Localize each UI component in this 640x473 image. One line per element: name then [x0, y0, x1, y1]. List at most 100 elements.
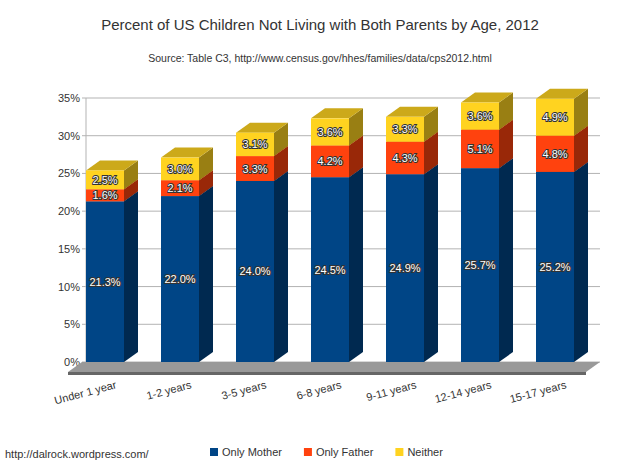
data-label: 25.2%: [539, 261, 570, 273]
category-label: 12-14 years: [433, 378, 493, 405]
bar-front: [86, 170, 124, 189]
chart: Percent of US Children Not Living with B…: [0, 0, 640, 473]
bar-front: [461, 168, 499, 362]
bar: [311, 108, 363, 145]
bar-front: [86, 201, 124, 362]
grid-line: [86, 98, 600, 99]
bar-top: [311, 108, 363, 118]
tick-mark: [82, 173, 86, 174]
data-label: 4.9%: [542, 111, 567, 123]
tick-mark: [82, 211, 86, 212]
data-label: 3.3%: [392, 123, 417, 135]
bar: [536, 162, 588, 362]
data-label: 3.0%: [167, 163, 192, 175]
tick-label: 5%: [64, 318, 80, 330]
data-label: 4.2%: [317, 155, 342, 167]
data-label: 24.0%: [239, 265, 270, 277]
tick-mark: [82, 248, 86, 249]
tick-label: 15%: [58, 243, 80, 255]
category-label: 6-8 years: [295, 378, 343, 402]
data-label: 24.9%: [389, 262, 420, 274]
bar-front: [161, 180, 199, 196]
bar: [86, 160, 138, 189]
bar-front: [311, 177, 349, 362]
data-label: 4.8%: [542, 148, 567, 160]
bar-top: [386, 107, 438, 117]
tick-mark: [82, 286, 86, 287]
bar-front: [86, 189, 124, 201]
bar-top: [86, 160, 138, 170]
bar-side: [199, 186, 213, 362]
bar: [161, 148, 213, 181]
bar-front: [461, 103, 499, 130]
data-label: 24.5%: [314, 264, 345, 276]
floor-edge: [68, 372, 586, 375]
legend-label: Neither: [407, 446, 443, 458]
data-label: 2.5%: [92, 174, 117, 186]
bar-top: [161, 148, 213, 158]
bar-front: [386, 142, 424, 174]
data-label: 2.1%: [167, 182, 192, 194]
bar: [311, 167, 363, 362]
bar-front: [536, 172, 574, 362]
bar-front: [236, 133, 274, 156]
data-label: 3.6%: [317, 126, 342, 138]
bar-side: [499, 158, 513, 362]
bar: [236, 171, 288, 362]
bars: [86, 89, 588, 362]
tick-mark: [82, 98, 86, 99]
bar: [86, 191, 138, 362]
data-label: 3.3%: [242, 163, 267, 175]
bar-front: [386, 117, 424, 142]
title: Percent of US Children Not Living with B…: [101, 16, 539, 33]
data-label: 1.6%: [92, 189, 117, 201]
data-label: 4.3%: [392, 152, 417, 164]
tick-label: 25%: [58, 167, 80, 179]
data-label: 5.1%: [467, 143, 492, 155]
bar: [461, 93, 513, 130]
data-label: 21.3%: [89, 276, 120, 288]
bar-front: [311, 146, 349, 178]
bar: [461, 158, 513, 362]
bar-front: [461, 130, 499, 168]
tick-mark: [82, 135, 86, 136]
bar: [386, 164, 438, 362]
bar-top: [536, 89, 588, 99]
bar-front: [386, 174, 424, 362]
bar-front: [536, 99, 574, 136]
bar-front: [536, 136, 574, 172]
bar-side: [274, 171, 288, 362]
subtitle: Source: Table C3, http://www.census.gov/…: [148, 52, 492, 64]
bar-top: [461, 93, 513, 103]
category-label: 3-5 years: [220, 378, 268, 402]
bar-side: [349, 167, 363, 362]
tick-mark: [82, 324, 86, 325]
legend-label: Only Father: [316, 446, 374, 458]
background: [0, 0, 640, 473]
legend-swatch: [210, 448, 218, 456]
bar-front: [161, 196, 199, 362]
floor: [68, 362, 600, 372]
bar: [536, 89, 588, 136]
grid: 0%5%10%15%20%25%30%35%: [58, 92, 600, 368]
legend-label: Only Mother: [222, 446, 282, 458]
bar-side: [124, 191, 138, 362]
bar-front: [161, 158, 199, 181]
bar-side: [424, 164, 438, 362]
category-label: 15-17 years: [508, 378, 568, 405]
data-label: 3.1%: [242, 138, 267, 150]
bar-front: [236, 156, 274, 181]
category-label: Under 1 year: [53, 378, 118, 406]
category-label: 1-2 years: [145, 378, 193, 402]
bar: [236, 123, 288, 156]
bar: [161, 186, 213, 362]
legend-swatch: [304, 448, 312, 456]
tick-label: 10%: [58, 281, 80, 293]
tick-label: 20%: [58, 205, 80, 217]
legend-swatch: [395, 448, 403, 456]
data-label: 3.6%: [467, 110, 492, 122]
bar-top: [236, 123, 288, 133]
bar: [386, 107, 438, 142]
data-label: 25.7%: [464, 259, 495, 271]
tick-label: 35%: [58, 92, 80, 104]
